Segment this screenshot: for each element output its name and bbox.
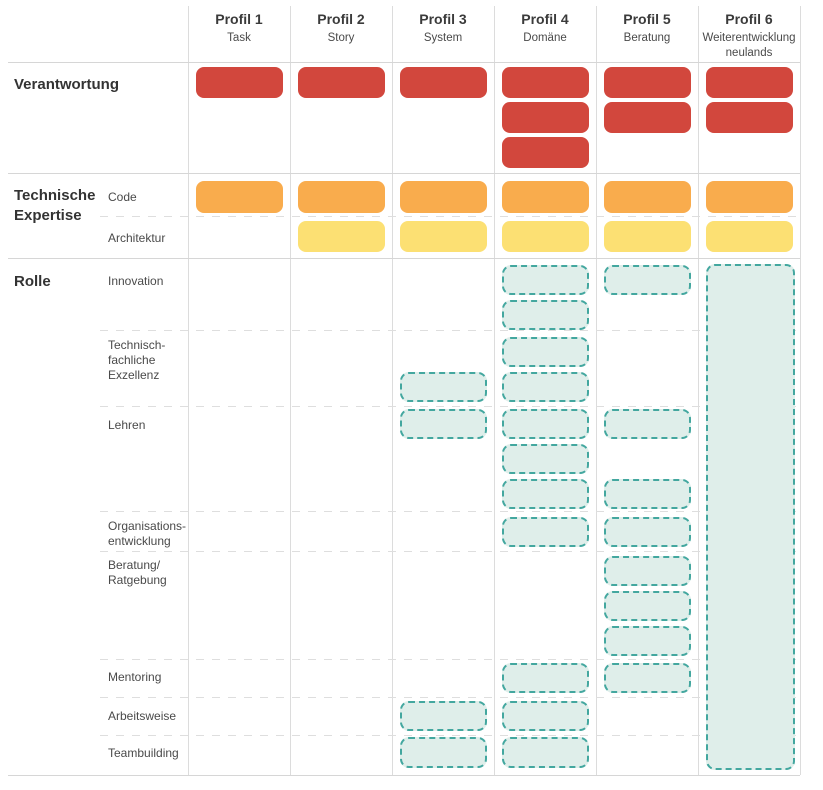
row-label-architektur: Architektur [108, 231, 166, 245]
grid-column-line [290, 6, 291, 775]
profile-subtitle: Task [227, 32, 251, 44]
profile-title: Profil 4 [521, 11, 569, 27]
capability-block-architektur [502, 221, 589, 252]
grid-column-line [494, 6, 495, 775]
profile-title: Profil 1 [215, 11, 263, 27]
grid-row-divider [100, 735, 800, 736]
capability-block-architektur [604, 221, 691, 252]
capability-block-arbeitsweise [400, 701, 487, 731]
capability-block-verantwortung [298, 67, 385, 98]
capability-block-verantwortung [400, 67, 487, 98]
capability-block-beratung [604, 591, 691, 621]
capability-block-verantwortung [502, 67, 589, 98]
grid-row-divider [100, 697, 800, 698]
row-label-beratung: Beratung/ Ratgebung [108, 558, 167, 587]
capability-block-rolle-fullspan [706, 264, 795, 770]
capability-block-code [502, 181, 589, 213]
row-label-code: Code [108, 190, 137, 204]
capability-block-lehren [502, 479, 589, 509]
capability-block-code [400, 181, 487, 213]
section-label-technische-expertise: Technische Expertise [14, 187, 96, 225]
row-label-organisationsentwicklung: Organisations- entwicklung [108, 519, 187, 548]
capability-block-beratung [604, 556, 691, 586]
capability-block-architektur [298, 221, 385, 252]
row-label-lehren: Lehren [108, 418, 146, 432]
profile-subtitle: Story [327, 32, 355, 44]
profile-subtitle: Weiterentwicklung neulands [702, 32, 796, 59]
capability-block-mentoring [502, 663, 589, 693]
grid-column-line [698, 6, 699, 775]
capability-block-code [604, 181, 691, 213]
grid-column-line [392, 6, 393, 775]
grid-row-divider [100, 330, 800, 331]
capability-block-verantwortung [502, 102, 589, 133]
capability-block-innovation [502, 265, 589, 295]
grid-section-line [8, 258, 800, 259]
row-label-teambuilding: Teambuilding [108, 746, 179, 760]
capability-block-architektur [706, 221, 793, 252]
profile-subtitle: System [423, 32, 463, 44]
profile-title: Profil 6 [725, 11, 773, 27]
capability-block-lehren [604, 479, 691, 509]
grid-row-divider [100, 659, 800, 660]
capability-block-organisationsentwicklung [604, 517, 691, 547]
grid-section-line [8, 775, 800, 776]
capability-block-code [298, 181, 385, 213]
section-label-rolle: Rolle [14, 273, 51, 290]
capability-block-lehren [502, 444, 589, 474]
capability-block-exzellenz [400, 372, 487, 402]
capability-block-innovation [604, 265, 691, 295]
grid-section-line [8, 62, 800, 63]
profile-title: Profil 3 [419, 11, 467, 27]
capability-block-verantwortung [706, 67, 793, 98]
grid-row-divider [100, 216, 800, 217]
capability-block-exzellenz [502, 337, 589, 367]
grid-row-divider [100, 511, 800, 512]
profile-subtitle: Domäne [523, 32, 567, 44]
capability-block-architektur [400, 221, 487, 252]
capability-block-teambuilding [502, 737, 589, 768]
profile-title: Profil 5 [623, 11, 671, 27]
capability-block-lehren [400, 409, 487, 439]
capability-block-lehren [502, 409, 589, 439]
row-label-arbeitsweise: Arbeitsweise [108, 709, 177, 723]
row-label-mentoring: Mentoring [108, 670, 162, 684]
capability-block-innovation [502, 300, 589, 330]
grid-section-line [8, 173, 800, 174]
capability-block-code [196, 181, 283, 213]
row-label-exzellenz: Technisch- fachliche Exzellenz [108, 338, 166, 382]
capability-block-lehren [604, 409, 691, 439]
grid-column-line [800, 6, 801, 775]
grid-column-line [188, 6, 189, 775]
capability-block-organisationsentwicklung [502, 517, 589, 547]
capability-block-arbeitsweise [502, 701, 589, 731]
row-label-innovation: Innovation [108, 274, 164, 288]
capability-block-verantwortung [196, 67, 283, 98]
capability-block-code [706, 181, 793, 213]
capability-block-verantwortung [604, 102, 691, 133]
capability-block-verantwortung [706, 102, 793, 133]
profile-subtitle: Beratung [623, 32, 671, 44]
capability-block-mentoring [604, 663, 691, 693]
capability-block-verantwortung [502, 137, 589, 168]
grid-row-divider [100, 551, 800, 552]
grid-row-divider [100, 406, 800, 407]
capability-block-verantwortung [604, 67, 691, 98]
section-label-verantwortung: Verantwortung [14, 76, 120, 93]
capability-block-teambuilding [400, 737, 487, 768]
capability-block-exzellenz [502, 372, 589, 402]
profile-title: Profil 2 [317, 11, 365, 27]
grid-column-line [596, 6, 597, 775]
capability-block-beratung [604, 626, 691, 656]
